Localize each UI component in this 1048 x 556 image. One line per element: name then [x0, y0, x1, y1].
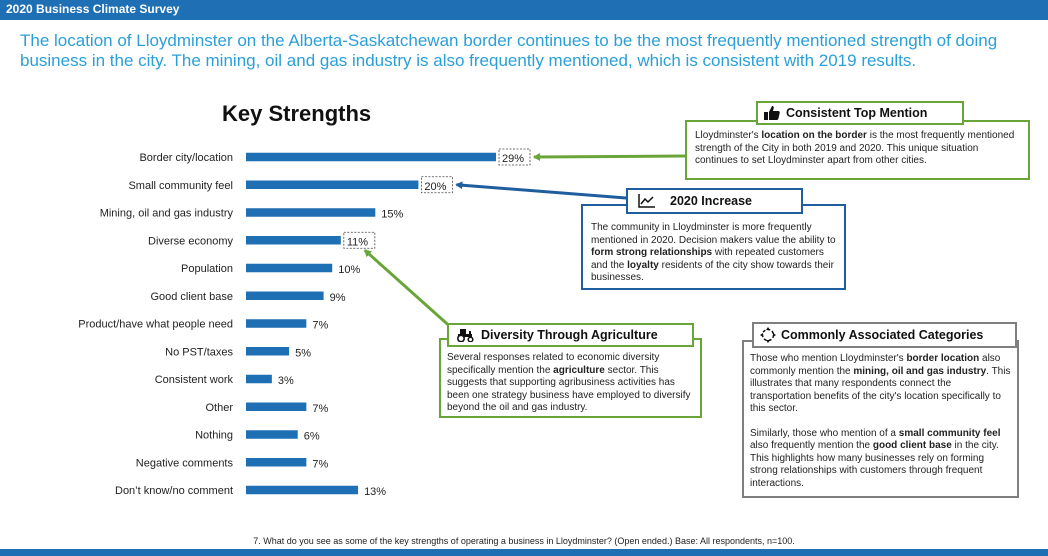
callout-associated-bold-3: small community feel [898, 427, 1001, 439]
bar [246, 291, 324, 300]
bar [246, 347, 290, 356]
callout-associated-bold-4: good client base [872, 440, 952, 451]
category-label: Don’t know/no comment [115, 485, 233, 497]
category-label: Border city/location [139, 152, 233, 164]
trend-chart-icon [638, 194, 655, 208]
category-label: Population [181, 263, 233, 275]
bar [246, 374, 272, 384]
value-label: 6% [304, 431, 320, 443]
highlight-box [343, 231, 376, 249]
callout-agriculture-box: Several responses related to economic di… [439, 338, 702, 418]
arrow-agriculture [363, 249, 455, 332]
category-label: Nothing [195, 430, 233, 442]
value-label: 7% [312, 320, 328, 332]
arrow-consistent [533, 152, 686, 161]
footnote: 7. What do you see as some of the key st… [253, 536, 795, 546]
category-label: Good client base [150, 291, 233, 303]
callout-increase-bold-2: loyalty [627, 259, 659, 271]
headline: The location of Lloydminster on the Albe… [20, 31, 998, 70]
callout-associated-box: Those who mention Lloydminster's border … [742, 340, 1019, 498]
value-label: 11% [347, 236, 368, 248]
callout-consistent-title: Consistent Top Mention [756, 101, 964, 125]
callout-increase-title: 2020 Increase [626, 188, 803, 214]
callout-agriculture-bold-1: agriculture [553, 364, 605, 376]
value-label: 7% [312, 458, 328, 470]
chart-title: Key Strengths [222, 101, 372, 126]
category-label: Diverse economy [148, 235, 233, 247]
bar [246, 319, 307, 328]
thumbs-up-icon [764, 106, 780, 120]
category-label: Consistent work [155, 374, 234, 386]
callout-consistent-box: Lloydminster's location on the border is… [685, 120, 1030, 180]
bar [246, 208, 376, 217]
category-label: Small community feel [128, 180, 233, 192]
callout-associated-bold-2: mining, oil and gas industry [853, 365, 987, 377]
bar [246, 458, 307, 467]
highlight-box [421, 176, 453, 194]
footer-bar [0, 549, 1048, 556]
category-label: Product/have what people need [78, 319, 233, 331]
category-label: Mining, oil and gas industry [100, 208, 234, 220]
callout-associated-title: Commonly Associated Categories [752, 322, 1017, 348]
bar [246, 236, 341, 245]
bar [246, 263, 333, 273]
callout-associated-bold-1: border location [906, 353, 980, 364]
value-label: 9% [330, 292, 346, 304]
connection-icon [760, 327, 776, 343]
category-label: No PST/taxes [165, 346, 233, 358]
callout-consistent-bold-1: location on the border [761, 130, 867, 141]
header-title: 2020 Business Climate Survey [6, 2, 180, 16]
value-label: 15% [381, 209, 403, 221]
value-label: 13% [364, 486, 386, 498]
category-label: Negative comments [136, 457, 234, 469]
value-label: 10% [338, 264, 360, 276]
arrow-increase [455, 181, 627, 200]
header-bar: 2020 Business Climate Survey [0, 0, 1048, 20]
value-label: 29% [502, 153, 524, 165]
callout-increase-box: The community in Lloydminster is more fr… [581, 204, 846, 290]
bar [246, 180, 419, 189]
bar [246, 430, 298, 439]
value-label: 3% [278, 375, 294, 387]
value-label: 7% [312, 403, 328, 415]
bar [246, 152, 496, 162]
value-label: 20% [424, 181, 446, 193]
callout-agriculture-title: Diversity Through Agriculture [447, 323, 694, 347]
tractor-icon [457, 329, 474, 342]
category-label: Other [205, 402, 233, 414]
callout-increase-bold-1: form strong relationships [591, 247, 713, 258]
value-label: 5% [295, 347, 311, 359]
bar [246, 402, 307, 411]
bar [246, 485, 359, 495]
highlight-box [498, 148, 531, 166]
